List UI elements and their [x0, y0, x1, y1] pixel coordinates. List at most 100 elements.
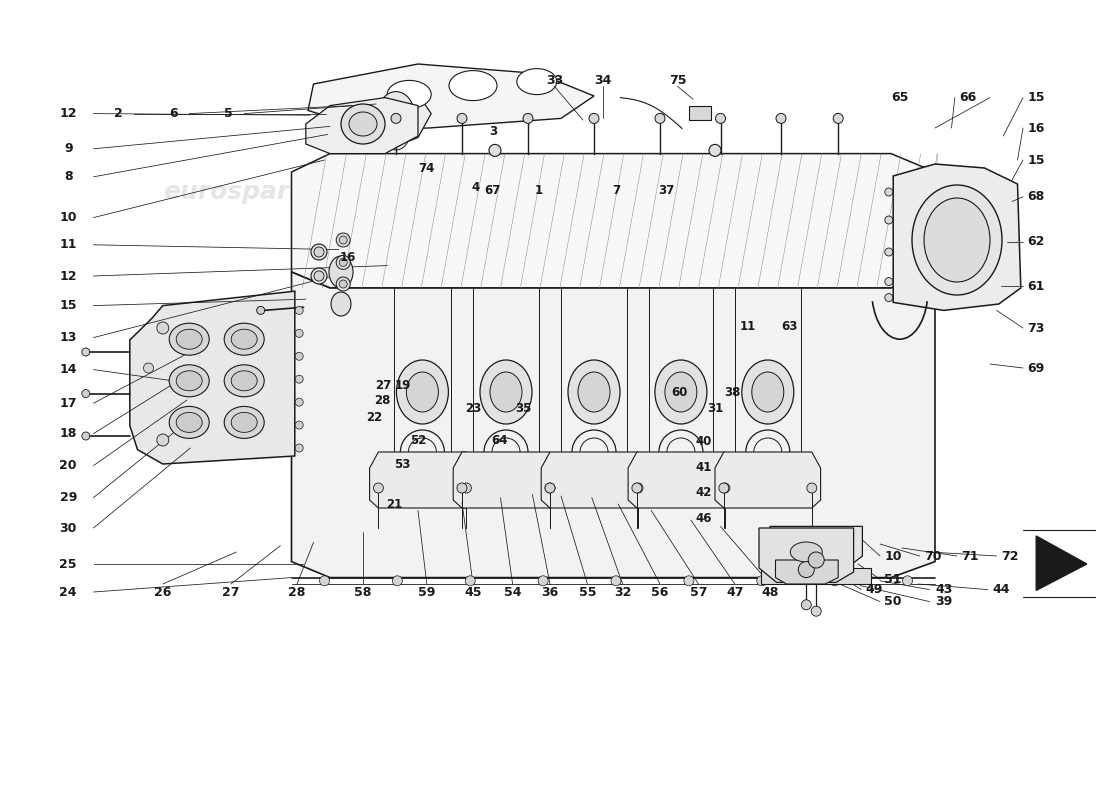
Circle shape: [632, 483, 644, 493]
Text: 74: 74: [419, 162, 435, 174]
Text: 32: 32: [614, 586, 631, 598]
Circle shape: [719, 483, 730, 493]
Ellipse shape: [800, 536, 833, 560]
Circle shape: [295, 330, 304, 338]
Text: 40: 40: [696, 435, 712, 448]
Text: 54: 54: [504, 586, 521, 598]
Text: 9: 9: [64, 142, 73, 155]
Circle shape: [710, 144, 720, 157]
Text: 5: 5: [224, 107, 233, 120]
Circle shape: [378, 110, 387, 118]
Text: 8: 8: [64, 170, 73, 183]
Text: 66: 66: [959, 91, 977, 104]
Text: 3: 3: [488, 125, 497, 138]
Text: 15: 15: [1027, 154, 1045, 166]
Ellipse shape: [790, 542, 823, 562]
Text: 24: 24: [59, 586, 77, 598]
Ellipse shape: [912, 185, 1002, 295]
Text: 4: 4: [471, 181, 480, 194]
Text: 34: 34: [594, 74, 612, 86]
Text: 68: 68: [1027, 190, 1045, 203]
Polygon shape: [306, 98, 418, 154]
Ellipse shape: [490, 372, 522, 412]
Text: 46: 46: [695, 512, 713, 525]
Polygon shape: [689, 106, 711, 120]
Text: 20: 20: [59, 459, 77, 472]
Text: 42: 42: [696, 486, 712, 499]
Text: 27: 27: [375, 379, 390, 392]
Text: 47: 47: [726, 586, 744, 598]
Text: eurospares: eurospares: [163, 180, 321, 204]
Ellipse shape: [231, 370, 257, 390]
Polygon shape: [130, 291, 295, 464]
Text: 15: 15: [59, 299, 77, 312]
Text: 16: 16: [340, 251, 355, 264]
Ellipse shape: [741, 360, 794, 424]
Circle shape: [373, 483, 384, 493]
Text: 63: 63: [782, 320, 797, 333]
Text: 75: 75: [669, 74, 686, 86]
Text: 12: 12: [59, 270, 77, 282]
Circle shape: [808, 552, 824, 568]
Text: 53: 53: [395, 458, 410, 470]
Text: 45: 45: [464, 586, 482, 598]
Text: 11: 11: [59, 238, 77, 251]
Circle shape: [339, 280, 348, 288]
Polygon shape: [308, 64, 594, 130]
Text: 37: 37: [659, 184, 674, 197]
Circle shape: [295, 398, 304, 406]
Ellipse shape: [329, 256, 353, 288]
Circle shape: [295, 444, 304, 452]
Circle shape: [801, 600, 812, 610]
Circle shape: [884, 278, 893, 286]
Text: 13: 13: [59, 331, 77, 344]
Circle shape: [311, 244, 327, 260]
Circle shape: [884, 188, 893, 196]
Circle shape: [806, 483, 817, 493]
Text: eurospares: eurospares: [713, 484, 871, 508]
Ellipse shape: [224, 406, 264, 438]
Circle shape: [311, 268, 327, 284]
Circle shape: [143, 363, 154, 373]
Circle shape: [631, 483, 642, 493]
Circle shape: [811, 606, 822, 616]
Circle shape: [715, 114, 726, 123]
Text: 43: 43: [935, 583, 953, 596]
Ellipse shape: [224, 365, 264, 397]
Polygon shape: [628, 452, 734, 508]
Ellipse shape: [224, 323, 264, 355]
Text: 28: 28: [288, 586, 306, 598]
Circle shape: [456, 483, 468, 493]
Ellipse shape: [382, 114, 410, 150]
Circle shape: [799, 562, 814, 578]
Ellipse shape: [231, 330, 257, 349]
Circle shape: [81, 348, 90, 356]
Circle shape: [390, 114, 402, 123]
Text: 22: 22: [366, 411, 382, 424]
Circle shape: [295, 421, 304, 429]
Ellipse shape: [341, 104, 385, 144]
Circle shape: [157, 322, 168, 334]
Text: 57: 57: [690, 586, 707, 598]
Text: 26: 26: [154, 586, 172, 598]
Text: 23: 23: [465, 402, 481, 414]
Ellipse shape: [169, 323, 209, 355]
Circle shape: [538, 576, 548, 586]
Circle shape: [256, 306, 265, 314]
Circle shape: [314, 247, 324, 257]
Text: 14: 14: [59, 363, 77, 376]
Circle shape: [295, 306, 304, 314]
Text: 33: 33: [546, 74, 563, 86]
Ellipse shape: [349, 112, 377, 136]
Ellipse shape: [480, 360, 532, 424]
Text: 7: 7: [612, 184, 620, 197]
Circle shape: [461, 483, 472, 493]
Circle shape: [295, 375, 304, 383]
Text: 72: 72: [1001, 550, 1019, 562]
Polygon shape: [292, 154, 935, 288]
Text: 44: 44: [992, 583, 1010, 596]
Text: 55: 55: [579, 586, 596, 598]
Polygon shape: [776, 560, 838, 584]
Text: 11: 11: [740, 320, 756, 333]
Text: 69: 69: [1027, 362, 1045, 374]
